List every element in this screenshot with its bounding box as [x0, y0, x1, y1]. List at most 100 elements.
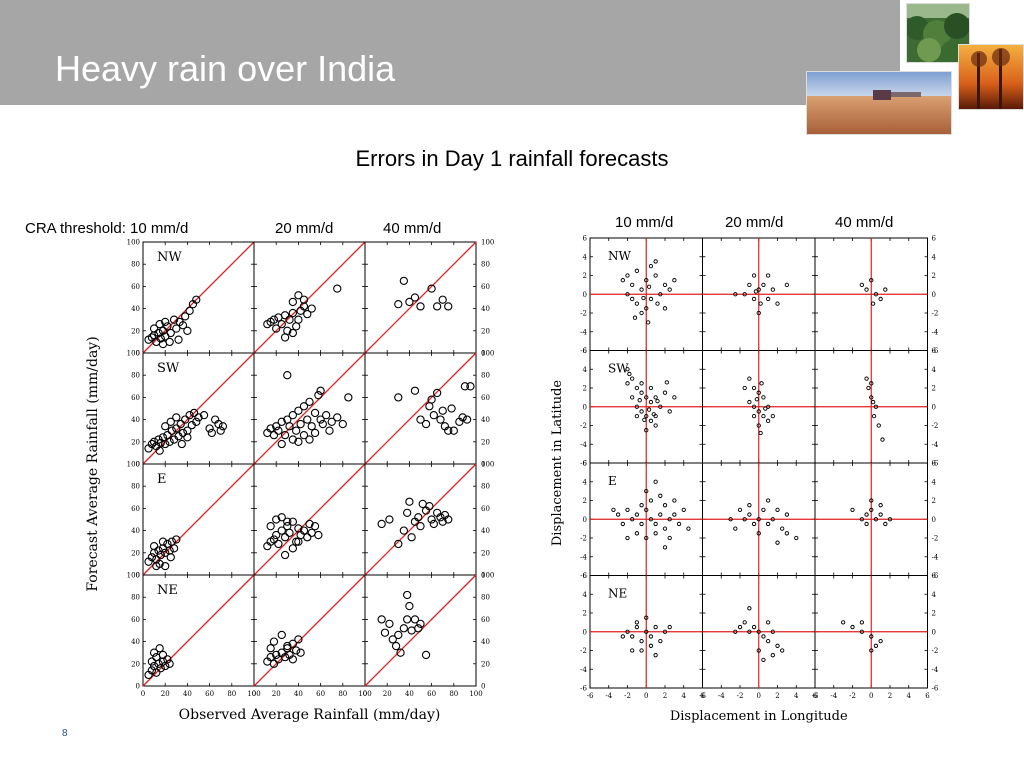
y-tick-label: 80 [131, 483, 140, 491]
data-point [432, 388, 442, 398]
data-point [761, 413, 766, 419]
data-point [756, 423, 761, 428]
data-point [784, 531, 790, 536]
data-point [333, 284, 342, 293]
data-point [878, 503, 883, 508]
x-tick-label: -2 [737, 692, 744, 700]
data-point [625, 273, 630, 278]
field-photo-image [807, 72, 951, 134]
data-point [775, 507, 780, 513]
data-point [634, 404, 640, 409]
x-tick-label: -6 [587, 692, 594, 700]
data-point [218, 422, 228, 431]
y-tick-label: 2 [583, 497, 587, 505]
data-point [632, 315, 638, 320]
data-point [869, 278, 874, 283]
data-point [181, 415, 190, 424]
data-point [761, 634, 766, 639]
y-tick-label: 0 [583, 516, 587, 524]
data-point [305, 435, 314, 444]
data-point [653, 479, 658, 484]
x-tick-label: 0 [869, 692, 873, 700]
y-tick-label-right: 60 [481, 394, 490, 402]
y-tick-label: -6 [580, 460, 587, 468]
panel-e-10: E 0 20 40 60 80 100 [127, 461, 255, 580]
data-point [192, 295, 201, 304]
region-label: SW [157, 361, 180, 376]
data-point [871, 413, 877, 419]
y-tick-label: 20 [131, 660, 140, 668]
y-tick-label-right: 40 [481, 527, 490, 535]
data-point [658, 638, 663, 644]
data-point [166, 417, 175, 426]
y-tick-label-right: 40 [481, 638, 490, 646]
data-point [648, 385, 654, 391]
panel-e-20 [253, 463, 366, 576]
data-point [662, 390, 668, 395]
one-to-one-line [364, 574, 477, 687]
data-point [634, 413, 640, 419]
y-tick-label-right: -6 [932, 460, 939, 468]
data-point [274, 539, 283, 549]
data-point [380, 628, 390, 637]
data-point [634, 620, 640, 625]
data-point [338, 419, 347, 429]
data-point [416, 302, 425, 311]
data-point [869, 634, 874, 639]
data-point [272, 515, 281, 524]
data-point [299, 430, 309, 440]
data-point [269, 430, 279, 440]
y-tick-label-right: 0 [481, 683, 485, 691]
y-tick-label: 6 [583, 572, 588, 580]
y-tick-label-right: 100 [481, 239, 494, 247]
data-point [207, 428, 216, 438]
data-point [394, 300, 403, 309]
y-tick-label-right: 0 [932, 291, 936, 299]
x-tick-label: -4 [830, 692, 837, 700]
y-tick-label-right: 0 [481, 461, 485, 469]
data-point [646, 407, 652, 412]
data-point [653, 624, 658, 630]
y-tick-label: -4 [580, 553, 587, 561]
x-tick-label: 0 [141, 690, 145, 698]
data-point [639, 521, 644, 527]
data-point [272, 324, 281, 333]
y-tick-label-right: 2 [932, 610, 936, 618]
data-point [742, 385, 747, 391]
x-tick-label: 80 [227, 690, 236, 698]
data-point [307, 422, 316, 431]
y-tick-label-right: 2 [932, 497, 936, 505]
data-point [878, 638, 883, 644]
data-point [438, 295, 447, 304]
data-point [859, 517, 865, 522]
one-to-one-line [142, 463, 255, 576]
data-point [416, 522, 425, 531]
y-tick-label-right: 4 [932, 253, 937, 261]
y-tick-label: 6 [583, 347, 588, 355]
data-point [747, 399, 752, 405]
data-point [414, 513, 423, 522]
x-tick-label: 80 [338, 690, 347, 698]
y-tick-label: 6 [583, 235, 588, 243]
data-point [759, 381, 764, 386]
data-point [396, 648, 405, 657]
data-point [747, 503, 752, 508]
data-point [653, 259, 658, 264]
data-point [399, 526, 408, 535]
y-tick-label-right: 6 [932, 460, 937, 468]
data-point [161, 561, 170, 571]
y-tick-label: 80 [131, 261, 140, 269]
fire-photo-image [959, 45, 1023, 109]
y-tick-label: -2 [580, 535, 587, 543]
data-point [444, 426, 453, 435]
data-point [321, 411, 331, 420]
data-point [859, 620, 865, 625]
data-point [283, 641, 292, 651]
data-point [149, 541, 159, 551]
data-point [155, 446, 164, 455]
data-point [620, 278, 625, 283]
data-point [644, 535, 649, 541]
data-point [775, 643, 780, 648]
data-point [775, 301, 780, 306]
